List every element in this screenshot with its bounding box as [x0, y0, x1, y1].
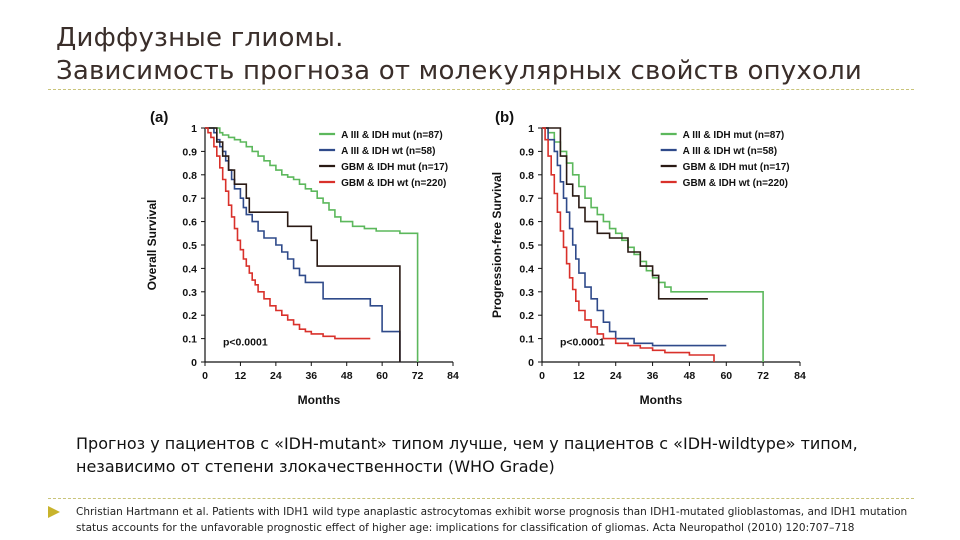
y-tick-label: 0.8	[519, 170, 534, 182]
x-tick-label: 60	[376, 370, 388, 382]
y-axis-label: Progression-free Survival	[490, 172, 504, 318]
series-line-1	[205, 127, 419, 362]
x-tick-label: 48	[684, 370, 696, 382]
x-tick-label: 60	[720, 370, 732, 382]
y-tick-label: 0.7	[182, 193, 197, 205]
p-value-annotation: p<0.0001	[223, 337, 268, 349]
x-tick-label: 0	[539, 370, 545, 382]
x-tick-label: 24	[610, 370, 622, 382]
series-line-3	[205, 127, 401, 362]
panel-label: (b)	[495, 109, 514, 126]
y-tick-label: 0.4	[519, 263, 534, 275]
legend-label: A III & IDH mut (n=87)	[683, 130, 785, 141]
y-tick-label: 0.1	[182, 334, 197, 346]
survival-charts: (a) 0 0.1 0.2 0.3 0.4 0.5 0.6 0.7 0.8 0.9 1 0 12 24 36 4…	[145, 109, 806, 407]
y-tick-label: 0.4	[182, 263, 197, 275]
legend-label: A III & IDH mut (n=87)	[341, 130, 443, 141]
y-tick-label: 0.9	[519, 146, 534, 158]
p-value-annotation: p<0.0001	[560, 337, 605, 349]
y-tick-label: 0.5	[519, 240, 534, 252]
x-tick-label: 48	[341, 370, 353, 382]
y-tick-label: 0.7	[519, 193, 534, 205]
x-tick-label: 84	[794, 370, 806, 382]
legend-label: GBM & IDH wt (n=220)	[683, 178, 788, 189]
y-tick-label: 1	[191, 123, 197, 135]
x-tick-label: 36	[305, 370, 317, 382]
x-tick-label: 84	[447, 370, 459, 382]
x-tick-label: 0	[202, 370, 208, 382]
legend-label: GBM & IDH wt (n=220)	[341, 178, 446, 189]
figure-caption: Прогноз у пациентов с «IDH-mutant» типом…	[76, 434, 858, 476]
series-line-4	[542, 127, 715, 362]
citation-divider	[48, 498, 914, 499]
series-line-3	[542, 127, 708, 300]
legend-label: GBM & IDH mut (n=17)	[683, 162, 790, 173]
x-tick-label: 24	[270, 370, 282, 382]
y-tick-label: 0	[528, 357, 534, 369]
title-line-2: Зависимость прогноза от молекулярных сво…	[56, 56, 863, 86]
series-line-4	[205, 127, 371, 340]
legend-label: A III & IDH wt (n=58)	[683, 146, 777, 157]
x-axis-label: Months	[640, 393, 683, 407]
y-tick-label: 0.9	[182, 146, 197, 158]
y-tick-label: 0.2	[182, 310, 197, 322]
y-tick-label: 0.5	[182, 240, 197, 252]
title-divider	[48, 89, 914, 90]
y-tick-label: 0.2	[519, 310, 534, 322]
chart-panel-1: (a) 0 0.1 0.2 0.3 0.4 0.5 0.6 0.7 0.8 0.9 1 0 12 24 36 4…	[145, 109, 459, 407]
y-tick-label: 0.1	[519, 334, 534, 346]
y-tick-label: 0	[191, 357, 197, 369]
legend-label: A III & IDH wt (n=58)	[341, 146, 435, 157]
x-tick-label: 36	[647, 370, 659, 382]
title-line-1: Диффузные глиомы.	[56, 23, 344, 53]
series-line-2	[542, 127, 727, 347]
y-tick-label: 0.6	[182, 217, 197, 229]
x-tick-label: 12	[573, 370, 585, 382]
survival-figure: (a) 0 0.1 0.2 0.3 0.4 0.5 0.6 0.7 0.8 0.9 1 0 12 24 36 4…	[140, 100, 820, 420]
y-tick-label: 1	[528, 123, 534, 135]
y-tick-label: 0.6	[519, 217, 534, 229]
legend-label: GBM & IDH mut (n=17)	[341, 162, 448, 173]
x-tick-label: 12	[235, 370, 247, 382]
y-tick-label: 0.3	[519, 287, 534, 299]
bullet-triangle-icon	[48, 506, 60, 518]
y-axis-label: Overall Survival	[145, 200, 159, 291]
citation-text: Christian Hartmann et al. Patients with …	[76, 506, 908, 534]
x-tick-label: 72	[412, 370, 424, 382]
y-tick-label: 0.3	[182, 287, 197, 299]
panel-label: (a)	[150, 109, 168, 126]
slide-title: Диффузные глиомы. Зависимость прогноза о…	[56, 22, 936, 88]
x-tick-label: 72	[757, 370, 769, 382]
y-tick-label: 0.8	[182, 170, 197, 182]
x-axis-label: Months	[298, 393, 341, 407]
chart-panel-2: (b) 0 0.1 0.2 0.3 0.4 0.5 0.6 0.7 0.8 0.9 1 0 12 24 36 4…	[490, 109, 806, 407]
